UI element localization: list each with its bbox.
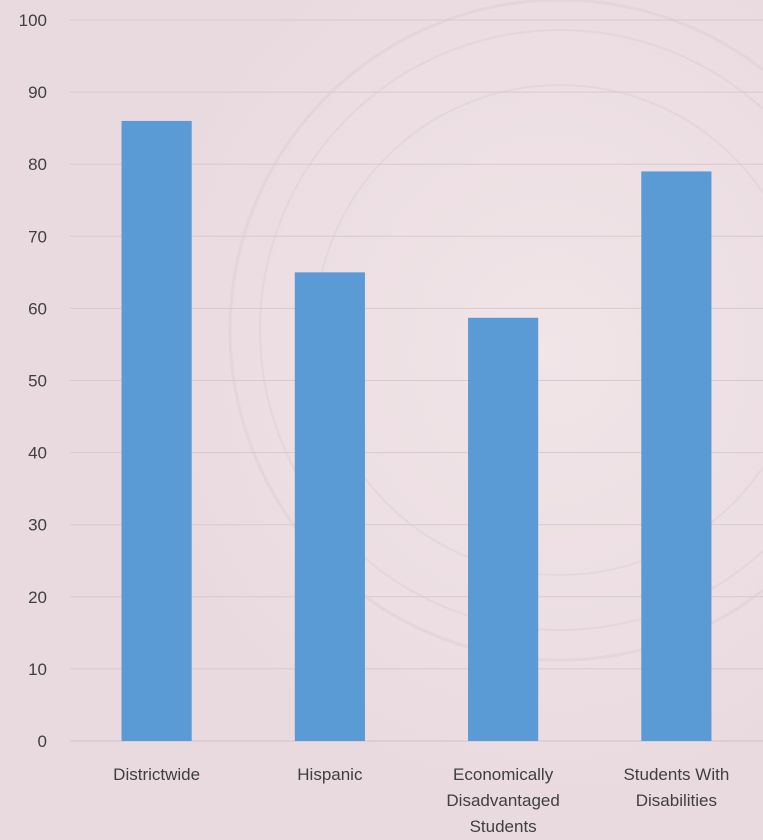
y-tick-label: 90	[28, 83, 47, 102]
bar	[294, 272, 365, 741]
y-axis-ticks: 0 10 20 30 40 50 60 70 80 90 100	[19, 11, 47, 751]
x-category-label: Hispanic	[297, 765, 363, 784]
bar	[468, 317, 539, 741]
bars	[121, 120, 712, 741]
y-tick-label: 100	[19, 11, 47, 30]
y-tick-label: 60	[28, 299, 47, 318]
y-tick-label: 40	[28, 444, 47, 463]
bar	[641, 171, 712, 741]
x-category-label: Districtwide	[113, 765, 200, 784]
y-tick-label: 0	[38, 732, 47, 751]
y-tick-label: 50	[28, 372, 47, 391]
x-category-label-line: Hispanic	[297, 765, 363, 784]
x-category-label: Students With Disabilities	[623, 765, 729, 810]
x-category-label-line: Disabilities	[636, 791, 717, 810]
x-category-label-line: Students	[470, 817, 537, 836]
x-category-label-line: Districtwide	[113, 765, 200, 784]
x-category-label-line: Economically	[453, 765, 554, 784]
x-category-label: Economically Disadvantaged Students	[446, 765, 559, 836]
y-tick-label: 80	[28, 155, 47, 174]
x-axis-labels: Districtwide Hispanic Economically Disadvan…	[113, 765, 729, 836]
x-category-label-line: Students With	[623, 765, 729, 784]
y-tick-label: 70	[28, 227, 47, 246]
x-category-label-line: Disadvantaged	[446, 791, 559, 810]
y-tick-label: 30	[28, 516, 47, 535]
y-tick-label: 10	[28, 660, 47, 679]
y-tick-label: 20	[28, 588, 47, 607]
bar	[121, 120, 192, 741]
